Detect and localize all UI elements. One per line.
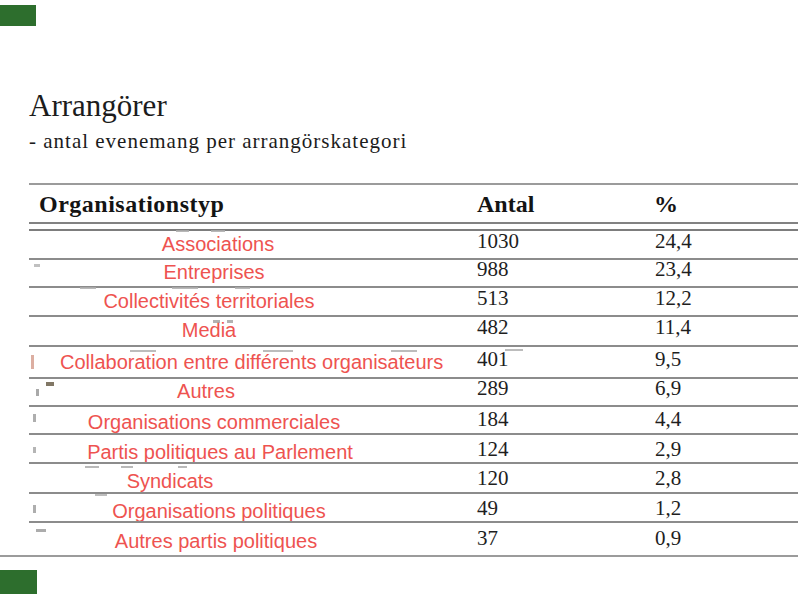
antal-value: 401 xyxy=(477,347,509,371)
category-label: Autres xyxy=(16,379,396,403)
table-rule xyxy=(29,258,798,260)
percent-value: 2,8 xyxy=(655,466,681,490)
corner-marker-top xyxy=(0,5,36,26)
print-artifact xyxy=(31,355,34,369)
column-header-organisationstyp: Organisationstyp xyxy=(39,191,224,218)
print-artifact xyxy=(178,466,187,468)
percent-value: 12,2 xyxy=(655,286,692,310)
page-title: Arrangörer xyxy=(29,89,167,123)
print-artifact xyxy=(46,382,54,386)
category-label: Collaboration entre différents organisat… xyxy=(60,350,440,374)
corner-marker-bottom xyxy=(0,570,37,594)
category-label: Associations xyxy=(28,232,408,256)
print-artifact xyxy=(34,264,40,267)
table-rule xyxy=(29,492,798,494)
print-artifact xyxy=(36,389,39,396)
antal-value: 513 xyxy=(477,286,509,310)
table-rule xyxy=(29,433,798,435)
category-label: Organisations commerciales xyxy=(24,410,404,434)
column-header-antal: Antal xyxy=(477,191,534,218)
table-rule xyxy=(29,222,798,224)
print-artifact xyxy=(33,447,36,453)
column-header-percent: % xyxy=(654,191,678,218)
percent-value: 2,9 xyxy=(655,437,681,461)
print-artifact xyxy=(85,466,99,468)
print-artifact xyxy=(33,414,36,422)
antal-value: 482 xyxy=(477,315,509,339)
print-artifact xyxy=(505,349,523,351)
print-artifact xyxy=(95,494,107,496)
print-artifact xyxy=(121,466,133,468)
document-page: Arrangörer - antal evenemang per arrangö… xyxy=(0,0,798,599)
antal-value: 49 xyxy=(477,496,498,520)
antal-value: 289 xyxy=(477,376,509,400)
category-label: Autres partis politiques xyxy=(26,529,406,553)
antal-value: 988 xyxy=(477,257,509,281)
print-artifact xyxy=(227,320,233,323)
antal-value: 120 xyxy=(477,466,509,490)
antal-value: 184 xyxy=(477,407,509,431)
percent-value: 11,4 xyxy=(655,315,691,339)
print-artifact xyxy=(235,287,250,289)
category-label: Entreprises xyxy=(24,260,404,284)
antal-value: 124 xyxy=(477,437,509,461)
percent-value: 6,9 xyxy=(655,376,681,400)
print-artifact xyxy=(211,230,225,232)
print-artifact xyxy=(36,529,46,532)
table-rule xyxy=(29,229,798,231)
antal-value: 1030 xyxy=(477,229,519,253)
table-rule xyxy=(0,555,798,557)
table-rule xyxy=(29,315,798,317)
table-rule xyxy=(29,462,798,464)
table-rule xyxy=(29,183,798,185)
percent-value: 23,4 xyxy=(655,257,692,281)
percent-value: 4,4 xyxy=(655,407,681,431)
category-label: Partis politiques au Parlement xyxy=(30,440,410,464)
category-label: Collectivités territoriales xyxy=(19,289,399,313)
table-rule xyxy=(29,521,798,523)
print-artifact xyxy=(391,350,417,352)
percent-value: 1,2 xyxy=(655,496,681,520)
antal-value: 37 xyxy=(477,526,498,550)
percent-value: 9,5 xyxy=(655,347,681,371)
percent-value: 24,4 xyxy=(655,229,692,253)
category-label: Media xyxy=(19,318,399,342)
print-artifact xyxy=(213,320,220,323)
print-artifact xyxy=(80,287,96,289)
page-subtitle: - antal evenemang per arrangörskategori xyxy=(29,129,407,153)
print-artifact xyxy=(33,505,36,513)
print-artifact xyxy=(172,287,198,289)
percent-value: 0,9 xyxy=(655,526,681,550)
category-label: Syndicats xyxy=(0,469,360,493)
table-rule xyxy=(29,345,798,347)
table-rule xyxy=(29,377,798,379)
print-artifact xyxy=(263,350,293,352)
print-artifact xyxy=(176,230,189,232)
table-rule xyxy=(29,405,798,407)
print-artifact xyxy=(130,350,156,352)
table-rule xyxy=(29,286,798,288)
category-label: Organisations politiques xyxy=(29,499,409,523)
